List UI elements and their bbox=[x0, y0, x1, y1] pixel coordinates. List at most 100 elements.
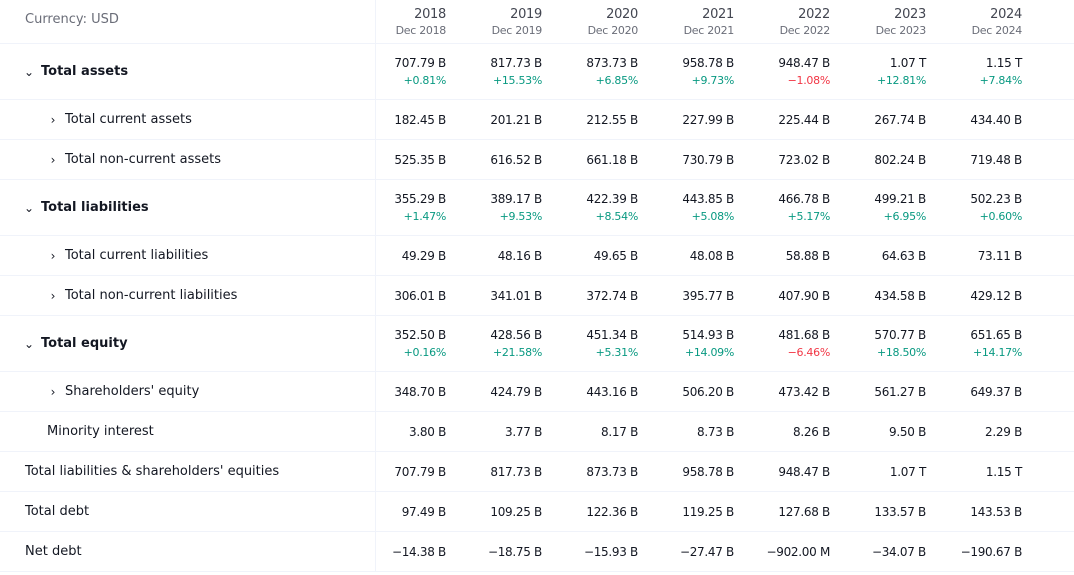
cell: 1.07 T bbox=[855, 452, 951, 491]
cell-value: 212.55 B bbox=[586, 112, 638, 127]
cell: 514.93 B +14.09% bbox=[663, 316, 759, 371]
table-row-total-assets: ⌄ Total assets 707.79 B +0.81% 817.73 B +15… bbox=[0, 44, 1074, 100]
cell: 873.73 B bbox=[567, 452, 663, 491]
year-label: 2020 bbox=[606, 7, 638, 22]
cell-value: 48.16 B bbox=[497, 248, 543, 263]
cell-value: 817.73 B bbox=[490, 464, 542, 479]
cell: 212.55 B bbox=[567, 100, 663, 139]
row-label: Shareholders' equity bbox=[65, 384, 200, 399]
cell: 428.56 B +21.58% bbox=[471, 316, 567, 371]
cell: 424.79 B bbox=[471, 372, 567, 411]
row-label: Total non-current assets bbox=[65, 152, 222, 167]
cell-value: 873.73 B bbox=[586, 55, 638, 70]
cell: −902.00 M bbox=[759, 532, 855, 571]
chevron-right-icon[interactable]: › bbox=[50, 248, 56, 263]
row-toggle-total-liabilities[interactable]: ⌄ Total liabilities bbox=[0, 180, 376, 235]
chevron-down-icon[interactable]: ⌄ bbox=[23, 64, 35, 79]
cell-value: 443.16 B bbox=[586, 384, 638, 399]
chevron-right-icon[interactable]: › bbox=[50, 288, 56, 303]
cell: 649.37 B bbox=[951, 372, 1047, 411]
column-header-4: 2022 Dec 2022 bbox=[759, 0, 855, 43]
period-label: Dec 2024 bbox=[971, 24, 1023, 37]
table-row-total-liabilities: ⌄ Total liabilities 355.29 B +1.47% 389.17… bbox=[0, 180, 1074, 236]
chevron-right-icon[interactable]: › bbox=[50, 384, 56, 399]
cell-value: 372.74 B bbox=[586, 288, 638, 303]
chevron-right-icon[interactable]: › bbox=[50, 152, 56, 167]
year-label: 2021 bbox=[702, 7, 734, 22]
change-pct: −6.46% bbox=[787, 345, 831, 359]
cell-value: 3.77 B bbox=[505, 424, 542, 439]
cell-value: 948.47 B bbox=[778, 464, 830, 479]
cell: 707.79 B +0.81% bbox=[376, 44, 471, 99]
cell-value: 97.49 B bbox=[401, 504, 447, 519]
column-header-0: 2018 Dec 2018 bbox=[376, 0, 471, 43]
cell-value: −902.00 M bbox=[766, 544, 830, 559]
cell-value: 719.48 B bbox=[970, 152, 1022, 167]
cell-value: 473.42 B bbox=[778, 384, 830, 399]
cell-value: 958.78 B bbox=[682, 464, 734, 479]
cell: 227.99 B bbox=[663, 100, 759, 139]
cell-value: 525.35 B bbox=[394, 152, 446, 167]
row-toggle-total-assets[interactable]: ⌄ Total assets bbox=[0, 44, 376, 99]
row-toggle-total-current-assets[interactable]: › Total current assets bbox=[0, 100, 376, 139]
period-label: Dec 2022 bbox=[779, 24, 831, 37]
change-pct: +0.81% bbox=[403, 73, 447, 87]
currency-label: Currency: USD bbox=[0, 0, 376, 43]
cell-value: 499.21 B bbox=[874, 191, 926, 206]
cell: 225.44 B bbox=[759, 100, 855, 139]
table-row-total-current-assets: › Total current assets 182.45 B 201.21 B … bbox=[0, 100, 1074, 140]
period-label: Dec 2021 bbox=[683, 24, 735, 37]
cell: 352.50 B +0.16% bbox=[376, 316, 471, 371]
change-pct: +6.95% bbox=[883, 209, 927, 223]
row-toggle-shareholders-equity[interactable]: › Shareholders' equity bbox=[0, 372, 376, 411]
cell: 730.79 B bbox=[663, 140, 759, 179]
row-toggle-total-current-liabilities[interactable]: › Total current liabilities bbox=[0, 236, 376, 275]
column-header-3: 2021 Dec 2021 bbox=[663, 0, 759, 43]
row-toggle-total-equity[interactable]: ⌄ Total equity bbox=[0, 316, 376, 371]
cell-value: 395.77 B bbox=[682, 288, 734, 303]
row-label: Total liabilities bbox=[41, 200, 149, 215]
row-label-cell: Minority interest bbox=[0, 412, 376, 451]
chevron-right-icon[interactable]: › bbox=[50, 112, 56, 127]
cell-value: 651.65 B bbox=[970, 327, 1022, 342]
change-pct: +0.16% bbox=[403, 345, 447, 359]
cell: 443.16 B bbox=[567, 372, 663, 411]
cell-value: 424.79 B bbox=[490, 384, 542, 399]
column-header-6: 2024 Dec 2024 bbox=[951, 0, 1047, 43]
period-label: Dec 2023 bbox=[875, 24, 927, 37]
cell-value: 481.68 B bbox=[778, 327, 830, 342]
cell: 97.49 B bbox=[376, 492, 471, 531]
cell-value: −190.67 B bbox=[960, 544, 1023, 559]
change-pct: +14.09% bbox=[684, 345, 734, 359]
row-toggle-total-non-current-liabilities[interactable]: › Total non-current liabilities bbox=[0, 276, 376, 315]
cell: 389.17 B +9.53% bbox=[471, 180, 567, 235]
chevron-down-icon[interactable]: ⌄ bbox=[23, 200, 35, 215]
table-row-net-debt: Net debt −14.38 B −18.75 B −15.93 B −27.… bbox=[0, 532, 1074, 572]
cell-value: 1.07 T bbox=[889, 464, 926, 479]
cell-value: 306.01 B bbox=[394, 288, 446, 303]
table-row-total-equity: ⌄ Total equity 352.50 B +0.16% 428.56 B +21… bbox=[0, 316, 1074, 372]
cell: 506.20 B bbox=[663, 372, 759, 411]
cell: 651.65 B +14.17% bbox=[951, 316, 1047, 371]
cell: 407.90 B bbox=[759, 276, 855, 315]
change-pct: +9.73% bbox=[691, 73, 735, 87]
row-toggle-total-non-current-assets[interactable]: › Total non-current assets bbox=[0, 140, 376, 179]
cell: 355.29 B +1.47% bbox=[376, 180, 471, 235]
period-label: Dec 2019 bbox=[491, 24, 543, 37]
row-label: Total debt bbox=[25, 504, 90, 519]
column-header-2: 2020 Dec 2020 bbox=[567, 0, 663, 43]
row-label-cell: Total debt bbox=[0, 492, 376, 531]
cell: −18.75 B bbox=[471, 532, 567, 571]
cell: 499.21 B +6.95% bbox=[855, 180, 951, 235]
cell: 1.07 T +12.81% bbox=[855, 44, 951, 99]
cell: −34.07 B bbox=[855, 532, 951, 571]
cell: 395.77 B bbox=[663, 276, 759, 315]
cell-value: 389.17 B bbox=[490, 191, 542, 206]
cell-value: 8.73 B bbox=[697, 424, 734, 439]
chevron-down-icon[interactable]: ⌄ bbox=[23, 336, 35, 351]
cell: 873.73 B +6.85% bbox=[567, 44, 663, 99]
cell-value: 723.02 B bbox=[778, 152, 830, 167]
cell-value: 2.29 B bbox=[985, 424, 1022, 439]
cell: 49.29 B bbox=[376, 236, 471, 275]
